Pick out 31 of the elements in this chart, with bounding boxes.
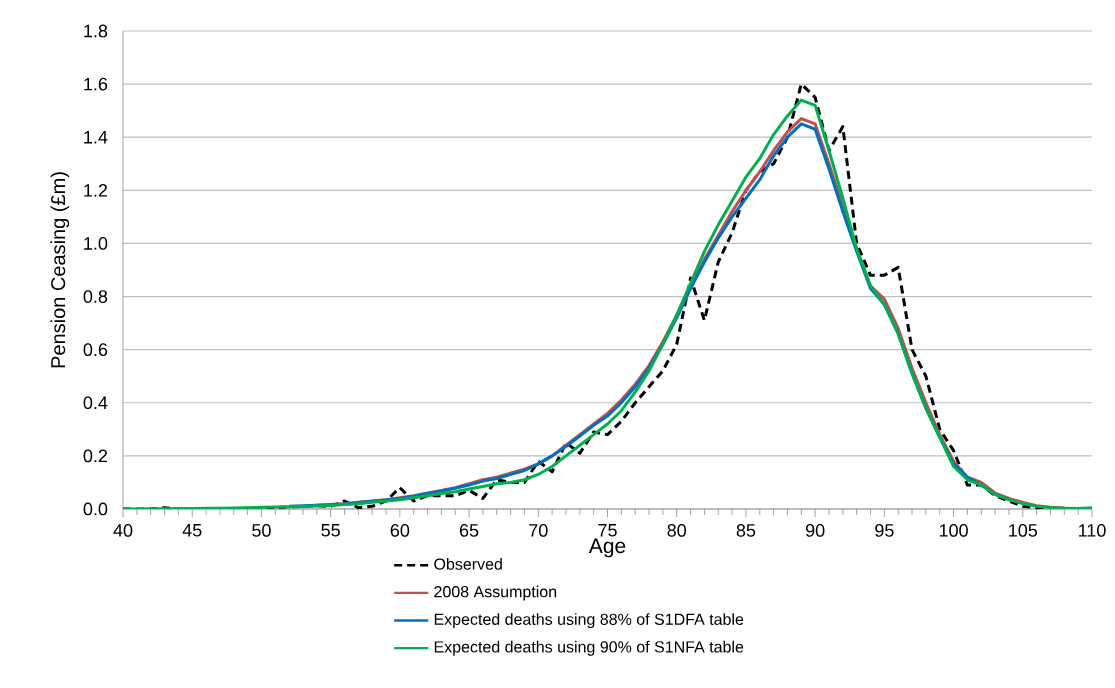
y-tick-label: 1.8 — [84, 24, 108, 38]
x-axis-title: Age — [588, 538, 626, 558]
x-tick-label: 75 — [598, 524, 617, 537]
x-tick-label: 110 — [1079, 524, 1106, 537]
y-tick-label: 0.8 — [83, 290, 108, 303]
y-tick-label: 1.6 — [84, 77, 108, 91]
x-tick-label: 95 — [875, 524, 894, 537]
x-tick-label: 50 — [252, 524, 271, 537]
x-tick-label: 45 — [182, 524, 202, 537]
y-tick-label: 0.4 — [83, 396, 108, 410]
x-tick-label: 55 — [321, 524, 340, 537]
y-tick-label: 1.2 — [84, 184, 108, 197]
x-tick-label: 70 — [529, 524, 548, 537]
x-tick-label: 85 — [736, 524, 756, 537]
x-tick-label: 40 — [113, 524, 133, 537]
x-tick-label: 65 — [459, 524, 479, 537]
legend-label: 2008 Assumption — [434, 585, 557, 601]
x-tick-label: 100 — [939, 524, 968, 537]
legend-label: Expected deaths using 88% of S1DFA table — [434, 613, 744, 629]
legend-label: Expected deaths using 90% of S1NFA table — [434, 640, 744, 656]
y-tick-label: 0.6 — [83, 343, 108, 357]
x-tick-label: 105 — [1009, 524, 1038, 537]
y-tick-label: 0.2 — [83, 449, 108, 463]
x-tick-label: 90 — [805, 524, 825, 537]
legend-label: Observed — [434, 558, 502, 570]
x-tick-label: 60 — [390, 524, 410, 537]
y-tick-label: 0.0 — [83, 502, 108, 516]
y-axis-title: Pension Ceasing (£m) — [50, 172, 70, 368]
y-tick-label: 1.4 — [84, 131, 108, 144]
y-tick-label: 1.0 — [84, 237, 108, 250]
x-tick-label: 80 — [667, 524, 687, 537]
